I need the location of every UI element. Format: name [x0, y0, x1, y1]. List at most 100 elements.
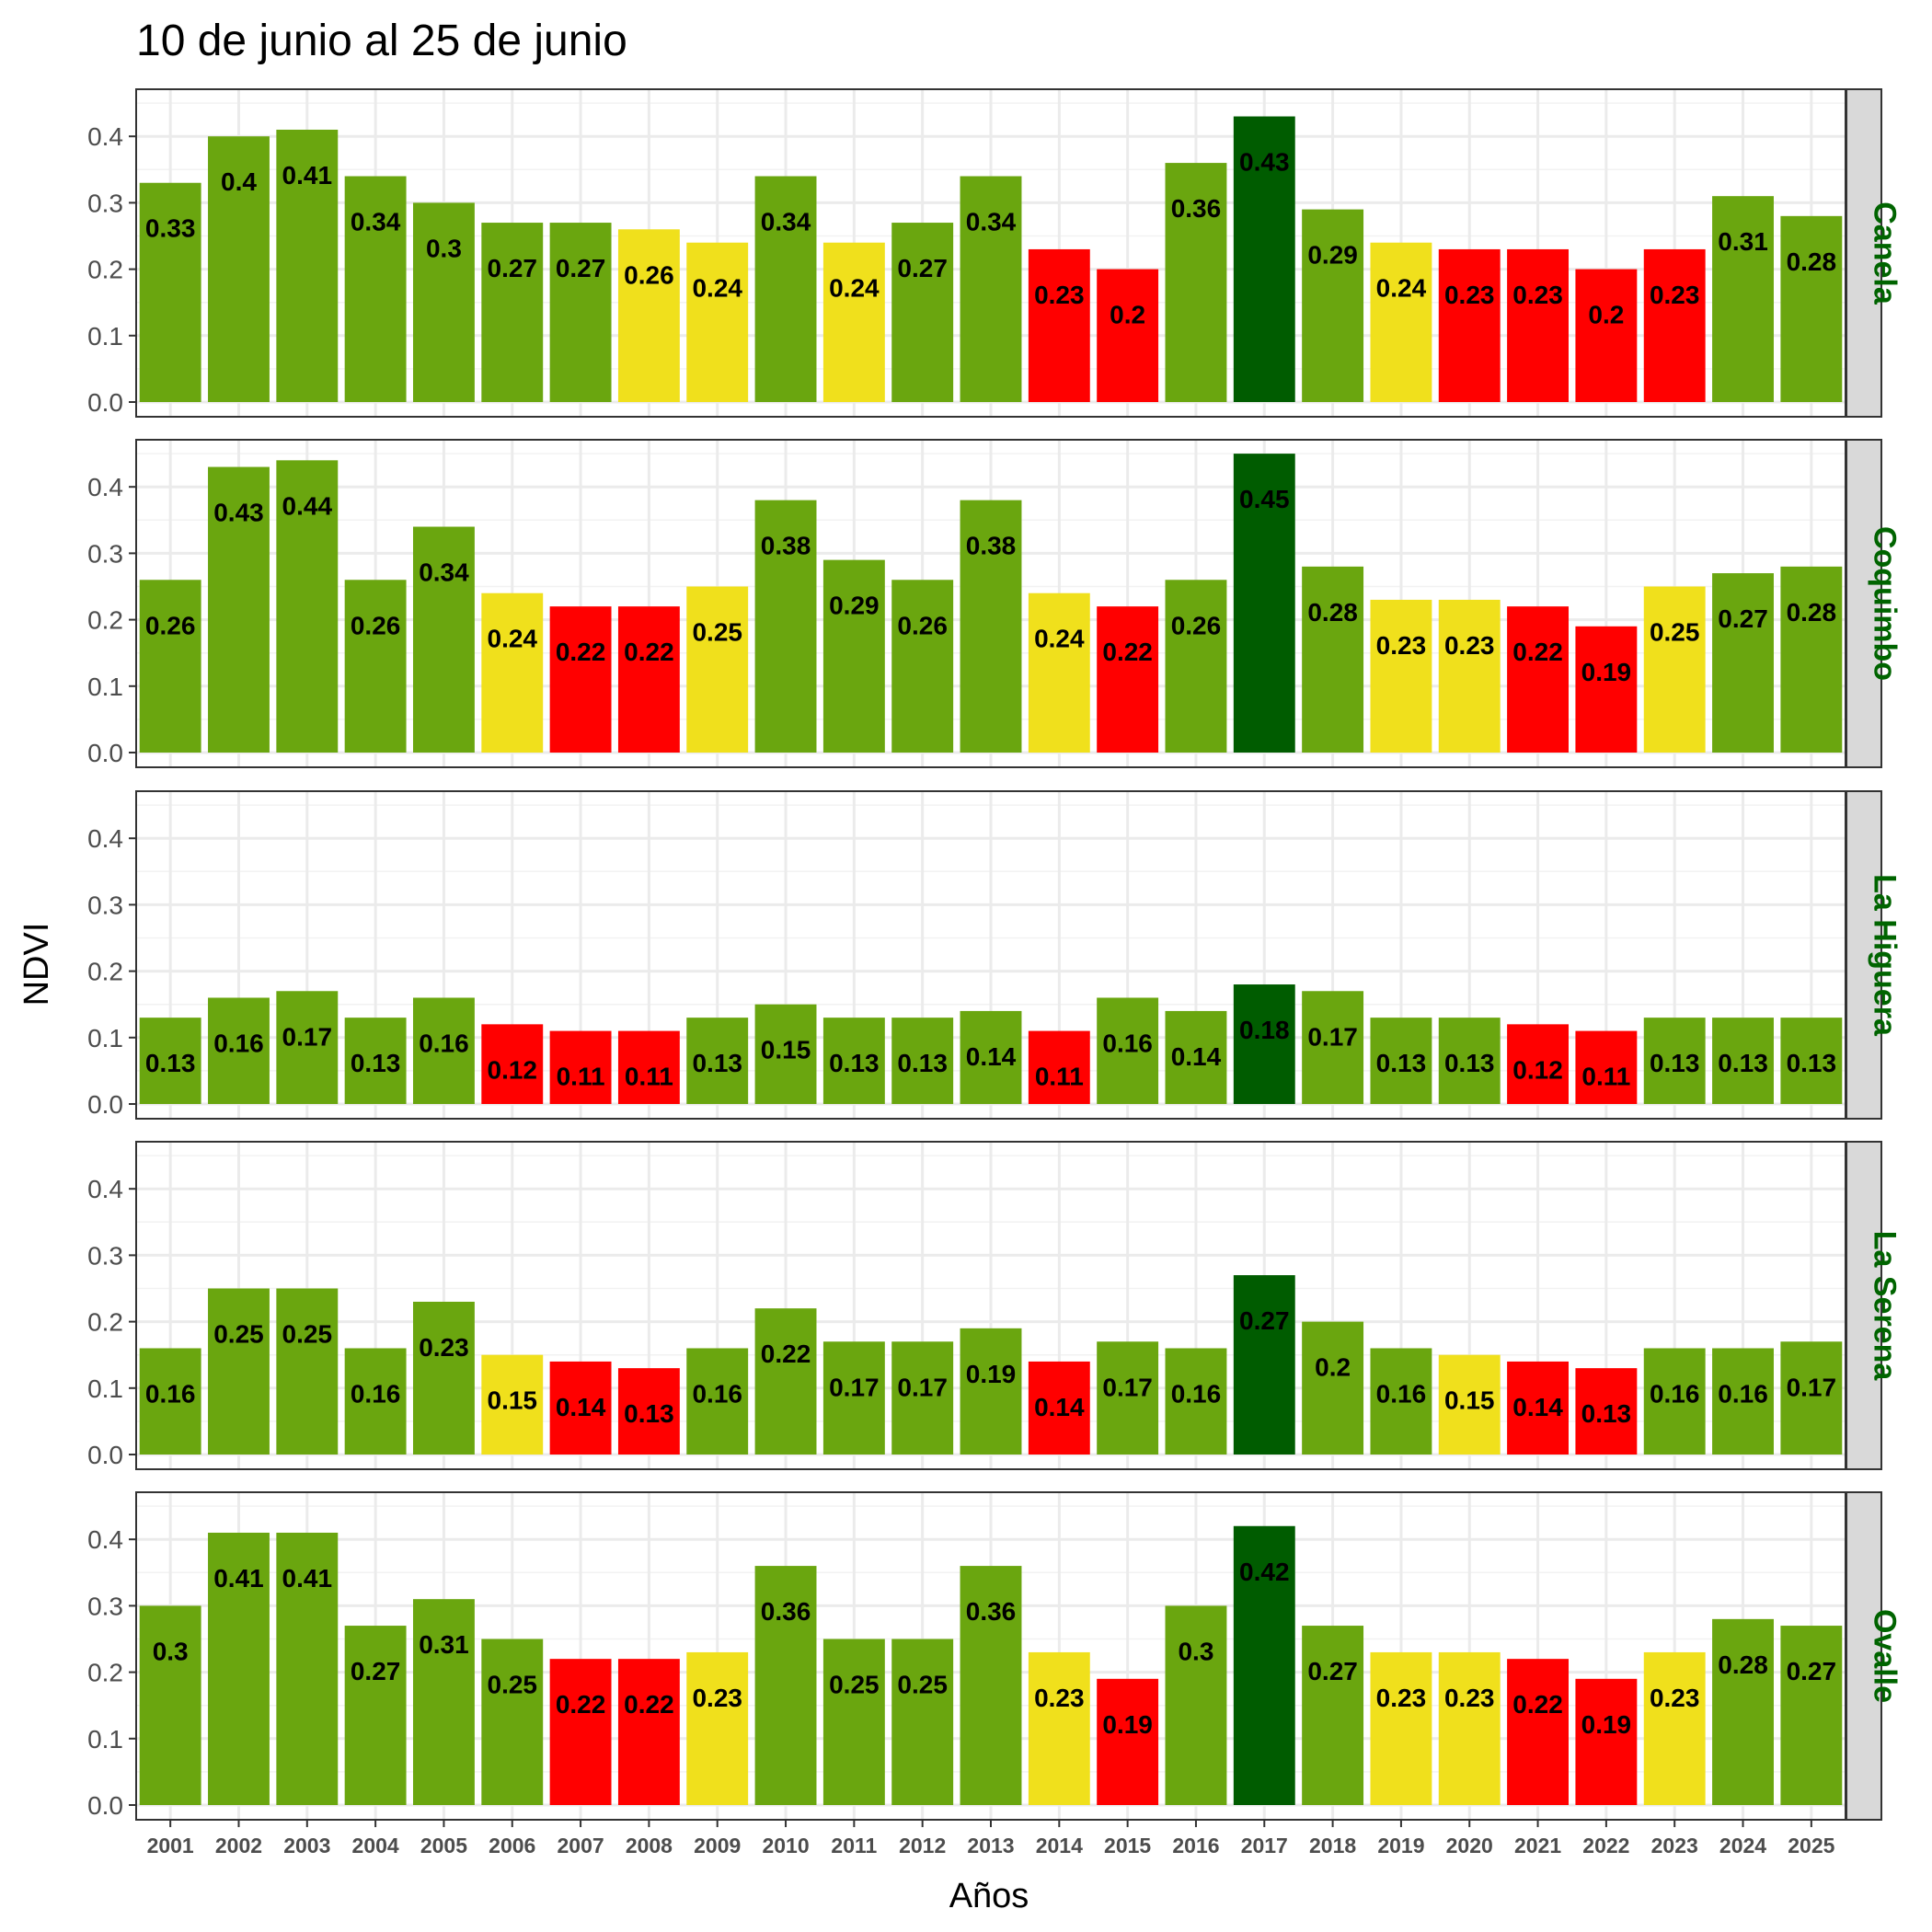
- bar-value-label: 0.33: [145, 214, 196, 243]
- y-tick-label: 0.3: [87, 891, 123, 919]
- x-tick-label: 2003: [283, 1834, 330, 1857]
- bar-2002: [208, 1532, 270, 1805]
- bar-value-label: 0.17: [897, 1373, 948, 1401]
- bar-2024: [1712, 1618, 1774, 1805]
- panel-ovalle: 0.3 0.41 0.41 0.27 0.31 0.25 0.22 0.22 0.23 0.36 0…: [87, 1491, 1903, 1821]
- bar-2001: [139, 182, 201, 402]
- bar-2005: [412, 526, 475, 753]
- bar-2004: [344, 176, 407, 402]
- bar-value-label: 0.3: [153, 1637, 189, 1665]
- bar-2015: [1097, 606, 1159, 753]
- bar-2025: [1780, 566, 1843, 753]
- bar-value-label: 0.24: [692, 274, 742, 303]
- y-tick-label: 0.0: [87, 1090, 123, 1119]
- bar-2022: [1575, 1030, 1638, 1104]
- bar-2006: [481, 1639, 544, 1805]
- bar-value-label: 0.44: [282, 491, 333, 520]
- x-tick-label: 2009: [694, 1834, 741, 1857]
- bar-2019: [1370, 242, 1432, 402]
- bar-2012: [891, 223, 954, 402]
- bar-2022: [1575, 626, 1638, 753]
- bar-2023: [1643, 1651, 1706, 1805]
- facet-strip-label: Ovalle: [1868, 1609, 1903, 1703]
- bar-2011: [822, 1018, 885, 1104]
- bar-value-label: 0.23: [419, 1333, 469, 1362]
- bar-value-label: 0.23: [1034, 281, 1085, 309]
- bar-2010: [754, 1004, 817, 1104]
- bar-2007: [549, 1361, 612, 1455]
- bar-2004: [344, 1626, 407, 1805]
- bar-2023: [1643, 248, 1706, 402]
- bar-value-label: 0.17: [829, 1373, 880, 1401]
- bar-value-label: 0.11: [557, 1063, 605, 1091]
- bar-value-label: 0.27: [556, 254, 606, 282]
- bar-value-label: 0.14: [1512, 1393, 1563, 1421]
- bar-2019: [1370, 599, 1432, 753]
- bar-2015: [1097, 997, 1159, 1104]
- y-tick-label: 0.2: [87, 1659, 123, 1687]
- x-tick-label: 2008: [626, 1834, 673, 1857]
- bar-value-label: 0.18: [1239, 1016, 1290, 1044]
- bar-2023: [1643, 1018, 1706, 1104]
- bar-2014: [1028, 248, 1090, 402]
- bar-2006: [481, 1354, 544, 1455]
- bar-value-label: 0.17: [1787, 1373, 1837, 1401]
- x-tick-label: 2014: [1036, 1834, 1083, 1857]
- bar-2017: [1233, 1525, 1295, 1805]
- bar-value-label: 0.28: [1307, 598, 1358, 627]
- bar-2020: [1438, 1018, 1501, 1104]
- y-tick-label: 0.2: [87, 256, 123, 284]
- x-tick-label: 2006: [489, 1834, 535, 1857]
- y-tick-label: 0.0: [87, 388, 123, 417]
- bar-value-label: 0.2: [1110, 301, 1145, 329]
- x-tick-label: 2021: [1514, 1834, 1561, 1857]
- bar-value-label: 0.15: [761, 1036, 811, 1064]
- bar-value-label: 0.26: [897, 611, 948, 639]
- bar-value-label: 0.13: [145, 1049, 196, 1077]
- bar-value-label: 0.34: [761, 208, 811, 236]
- bar-value-label: 0.26: [624, 260, 674, 289]
- bar-value-label: 0.17: [1102, 1373, 1153, 1401]
- x-tick-label: 2018: [1309, 1834, 1356, 1857]
- bar-value-label: 0.24: [1034, 625, 1085, 653]
- x-tick-label: 2022: [1582, 1834, 1629, 1857]
- bar-2023: [1643, 1348, 1706, 1455]
- bar-value-label: 0.43: [1239, 148, 1290, 177]
- x-tick-label: 2002: [215, 1834, 262, 1857]
- bar-value-label: 0.27: [351, 1657, 401, 1685]
- bar-value-label: 0.14: [1034, 1393, 1085, 1421]
- bar-value-label: 0.22: [1102, 638, 1153, 666]
- bar-2018: [1302, 209, 1364, 402]
- x-tick-label: 2019: [1377, 1834, 1424, 1857]
- x-tick-label: 2012: [899, 1834, 946, 1857]
- x-tick-label: 2013: [967, 1834, 1014, 1857]
- bar-2021: [1507, 1659, 1570, 1805]
- bar-value-label: 0.19: [1581, 1710, 1632, 1739]
- bar-2001: [139, 1018, 201, 1104]
- bar-value-label: 0.16: [1650, 1379, 1700, 1408]
- bar-value-label: 0.27: [488, 254, 538, 282]
- bar-2003: [276, 1532, 339, 1805]
- bar-value-label: 0.13: [1718, 1049, 1768, 1077]
- bar-value-label: 0.12: [488, 1055, 538, 1084]
- panels-layer: 0.330.4 0.410.340.30.27 0.27 0.26 0.240.340.…: [87, 88, 1903, 1821]
- bar-2018: [1302, 991, 1364, 1104]
- bar-2021: [1507, 248, 1570, 402]
- bar-value-label: 0.27: [1718, 604, 1768, 633]
- bar-value-label: 0.13: [351, 1049, 401, 1077]
- bar-2024: [1712, 1348, 1774, 1455]
- bar-value-label: 0.34: [419, 558, 469, 587]
- bar-2021: [1507, 1024, 1570, 1104]
- bar-value-label: 0.13: [1376, 1049, 1427, 1077]
- bar-value-label: 0.45: [1239, 485, 1290, 513]
- bar-2011: [822, 1341, 885, 1455]
- bar-value-label: 0.23: [1376, 1684, 1427, 1712]
- bar-2007: [549, 606, 612, 753]
- bar-value-label: 0.25: [213, 1320, 264, 1349]
- bar-2020: [1438, 1651, 1501, 1805]
- bar-value-label: 0.29: [1307, 241, 1358, 270]
- bar-2020: [1438, 1354, 1501, 1455]
- y-tick-label: 0.1: [87, 1725, 123, 1754]
- bar-2024: [1712, 196, 1774, 402]
